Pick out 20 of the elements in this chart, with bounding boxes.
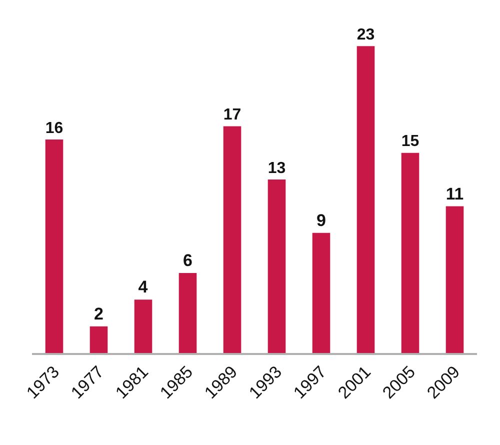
data-label: 13 xyxy=(268,160,286,177)
data-label: 4 xyxy=(138,278,148,297)
bar xyxy=(401,152,420,353)
bar xyxy=(356,46,375,353)
data-label: 11 xyxy=(446,184,464,204)
data-label: 23 xyxy=(356,26,375,44)
bar xyxy=(223,126,242,353)
bar xyxy=(178,272,197,353)
data-label: 15 xyxy=(401,133,420,150)
data-label: 17 xyxy=(223,106,242,124)
bar xyxy=(268,180,286,353)
data-label: 6 xyxy=(183,250,192,270)
bar xyxy=(90,326,108,353)
bar xyxy=(134,300,152,353)
data-label: 9 xyxy=(316,210,326,230)
bar xyxy=(312,232,330,353)
bar xyxy=(446,206,464,353)
data-label: 2 xyxy=(94,304,104,324)
bar xyxy=(45,140,64,353)
data-label: 16 xyxy=(45,120,64,137)
